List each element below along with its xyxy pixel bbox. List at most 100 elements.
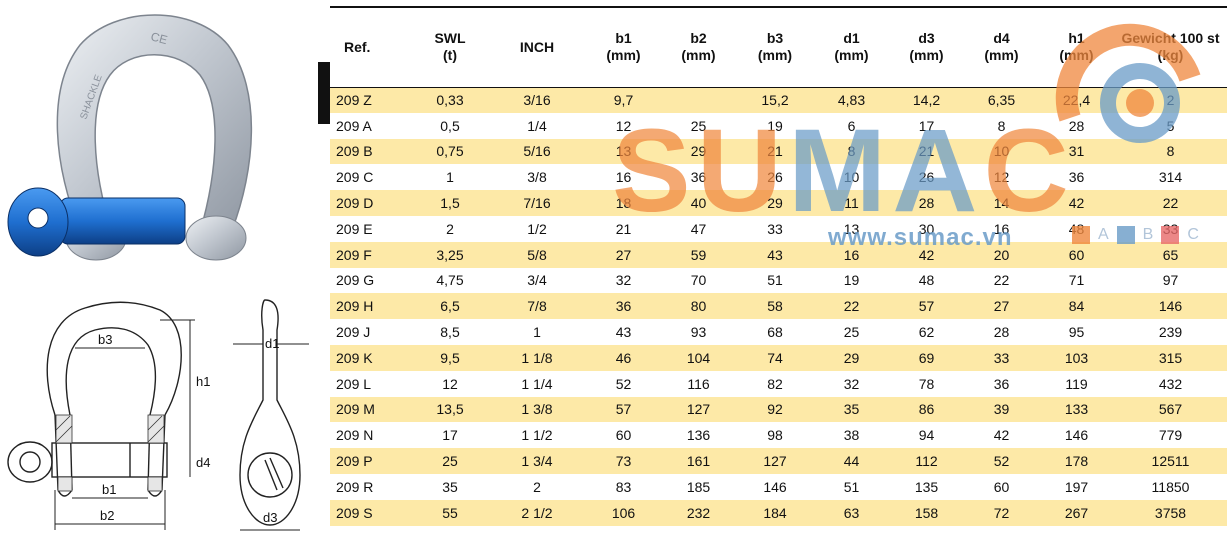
value-cell: 63 xyxy=(843,504,860,521)
value-cell: 73 xyxy=(615,453,632,470)
value-cell: 12 xyxy=(993,169,1010,186)
column-header-unit: (mm) xyxy=(909,47,944,64)
value-cell: 68 xyxy=(767,324,783,341)
ref-cell: 209 D xyxy=(336,195,374,212)
column-header: d1 (mm) xyxy=(814,6,889,88)
value-cell: 133 xyxy=(1064,401,1089,418)
column-header-unit: (mm) xyxy=(1059,47,1094,64)
column-header: d3 (mm) xyxy=(889,6,964,88)
value-cell: 33 xyxy=(993,349,1010,366)
value-cell: 8 xyxy=(1166,143,1175,160)
value-cell: 2 xyxy=(533,478,541,495)
column-header: Ref. xyxy=(330,6,412,88)
ref-cell: 209 G xyxy=(336,272,375,289)
value-cell: 21 xyxy=(918,143,935,160)
value-cell: 16 xyxy=(843,246,860,263)
column-header-unit: (t) xyxy=(443,47,457,64)
value-cell: 2 1/2 xyxy=(521,504,553,521)
value-cell: 84 xyxy=(1068,298,1085,315)
table-row: 209 S 55 2 1/2 106 232 184 63 158 72 267 3758 xyxy=(330,499,1227,526)
value-cell: 55 xyxy=(442,504,458,521)
column-header-unit: (kg) xyxy=(1157,47,1184,64)
value-cell: 1/2 xyxy=(527,220,547,237)
value-cell: 7/16 xyxy=(523,195,551,212)
shackle-front-drawing: b3 h1 d4 b1 b2 xyxy=(7,301,210,530)
value-cell: 80 xyxy=(690,298,707,315)
table-body: 209 Z 0,33 3/16 9,7 15,2 4,83 14,2 6,35 22,4 2 209… xyxy=(330,87,1227,526)
value-cell: 104 xyxy=(686,349,711,366)
value-cell: 116 xyxy=(687,375,710,392)
value-cell: 72 xyxy=(993,504,1010,521)
value-cell: 17 xyxy=(442,427,458,444)
section-tab-marker xyxy=(318,62,330,124)
value-cell: 3/8 xyxy=(527,169,547,186)
table-row: 209 P 25 1 3/4 73 161 127 44 112 52 178 12511 xyxy=(330,448,1227,474)
column-header: b3 (mm) xyxy=(736,6,814,88)
value-cell: 1,5 xyxy=(440,195,460,212)
d3-label: d3 xyxy=(263,510,277,525)
table-row: 209 A 0,5 1/4 12 25 19 6 17 8 28 5 xyxy=(330,112,1227,139)
value-cell: 43 xyxy=(615,324,632,341)
value-cell: 46 xyxy=(615,349,632,366)
ref-cell: 209 E xyxy=(336,220,373,237)
value-cell: 7/8 xyxy=(527,298,547,315)
value-cell: 62 xyxy=(918,324,935,341)
table-row: 209 Z 0,33 3/16 9,7 15,2 4,83 14,2 6,35 22,4 2 xyxy=(330,87,1227,113)
shackle-side-drawing: d1 d3 xyxy=(233,299,309,531)
value-cell: 30 xyxy=(918,220,935,237)
value-cell: 29 xyxy=(690,143,707,160)
table-row: 209 F 3,25 5/8 27 59 43 16 42 20 60 65 xyxy=(330,241,1227,268)
value-cell: 5 xyxy=(1166,117,1175,134)
value-cell: 51 xyxy=(767,272,783,289)
table-header-row: Ref. SWL (t) INCH b1 (mm) b2 (mm) b3 (mm) d1 (mm) d3… xyxy=(330,6,1227,88)
b1-label: b1 xyxy=(102,482,116,497)
column-header-name: Ref. xyxy=(344,38,371,55)
value-cell: 11850 xyxy=(1151,478,1190,495)
value-cell: 98 xyxy=(767,427,783,444)
table-row: 209 D 1,5 7/16 18 40 29 11 28 14 42 22 xyxy=(330,190,1227,216)
value-cell: 239 xyxy=(1158,324,1183,341)
d4-label: d4 xyxy=(196,455,210,470)
value-cell: 14 xyxy=(993,195,1010,212)
value-cell: 10 xyxy=(843,169,860,186)
value-cell: 13,5 xyxy=(436,401,464,418)
value-cell: 69 xyxy=(918,349,935,366)
value-cell: 178 xyxy=(1064,453,1089,470)
value-cell: 6,5 xyxy=(440,298,460,315)
ref-cell: 209 L xyxy=(336,375,372,392)
value-cell: 12 xyxy=(442,375,458,392)
value-cell: 12511 xyxy=(1151,453,1190,470)
ce-stamp: CE xyxy=(149,29,169,47)
value-cell: 1 xyxy=(533,324,541,341)
value-cell: 146 xyxy=(1158,298,1183,315)
table-row: 209 K 9,5 1 1/8 46 104 74 29 69 33 103 315 xyxy=(330,344,1227,371)
value-cell: 28 xyxy=(1068,117,1085,134)
value-cell: 27 xyxy=(993,298,1010,315)
value-cell: 8 xyxy=(997,117,1006,134)
column-header: d4 (mm) xyxy=(964,6,1039,88)
value-cell: 2 xyxy=(1166,92,1175,109)
value-cell: 40 xyxy=(690,195,707,212)
value-cell: 36 xyxy=(993,375,1010,392)
value-cell: 146 xyxy=(763,478,787,495)
value-cell: 158 xyxy=(914,504,939,521)
column-header: b2 (mm) xyxy=(661,6,736,88)
value-cell: 4,83 xyxy=(837,92,866,109)
value-cell: 16 xyxy=(615,169,632,186)
column-header: Gewicht 100 st (kg) xyxy=(1114,6,1227,88)
value-cell: 60 xyxy=(1068,246,1085,263)
value-cell: 71 xyxy=(1068,272,1085,289)
value-cell: 1 3/4 xyxy=(521,453,553,470)
ref-cell: 209 P xyxy=(336,453,373,470)
value-cell: 17 xyxy=(918,117,935,134)
value-cell: 26 xyxy=(918,169,935,186)
value-cell: 26 xyxy=(767,169,783,186)
value-cell: 567 xyxy=(1158,401,1183,418)
value-cell: 65 xyxy=(1162,246,1179,263)
value-cell: 32 xyxy=(843,375,860,392)
column-header-unit: (mm) xyxy=(606,47,641,64)
ref-cell: 209 F xyxy=(336,246,372,263)
value-cell: 135 xyxy=(914,478,939,495)
value-cell: 97 xyxy=(1162,272,1179,289)
value-cell: 44 xyxy=(843,453,860,470)
